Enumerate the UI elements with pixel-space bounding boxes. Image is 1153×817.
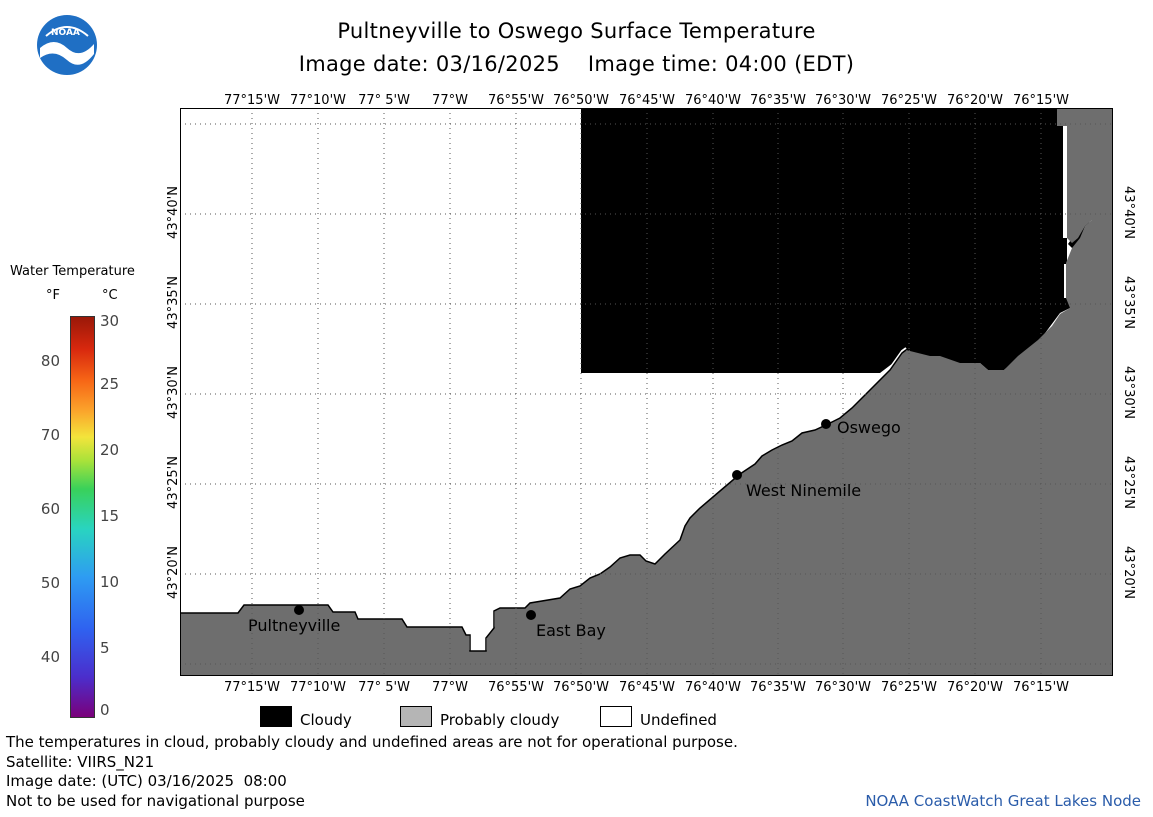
lon-label: 76°55'W [487, 680, 545, 695]
place-label-west-ninemile: West Ninemile [746, 481, 862, 500]
legend-swatch-cloudy [260, 706, 292, 727]
colorbar-tick-f: 40 [40, 648, 60, 666]
colorbar-tick-f: 80 [40, 352, 60, 370]
lon-label: 76°45'W [618, 93, 676, 108]
place-marker-west-ninemile [732, 470, 742, 480]
lon-label: 77° 5'W [358, 93, 410, 108]
colorbar-tick-c: 20 [100, 441, 120, 459]
lat-label: 43°35'N [1120, 276, 1136, 329]
lat-label: 43°40'N [165, 186, 181, 239]
lon-label: 76°15'W [1012, 680, 1070, 695]
lat-label: 43°25'N [1120, 456, 1136, 509]
lat-label: 43°25'N [165, 456, 181, 509]
lon-label: 77°10'W [289, 93, 347, 108]
page-title: Pultneyville to Oswego Surface Temperatu… [337, 19, 816, 43]
lon-label: 76°50'W [552, 680, 610, 695]
logo-text: NOAA [51, 28, 80, 38]
legend-label-undefined: Undefined [640, 711, 717, 729]
satellite-text: Satellite: VIIRS_N21 [6, 753, 155, 771]
lon-label: 76°55'W [487, 93, 545, 108]
credit-link[interactable]: NOAA CoastWatch Great Lakes Node [865, 792, 1141, 810]
lat-label: 43°40'N [1120, 186, 1136, 239]
unit-fahrenheit: °F [46, 288, 60, 303]
place-label-east-bay: East Bay [536, 621, 606, 640]
lon-label: 76°40'W [684, 93, 742, 108]
lon-label: 76°45'W [618, 680, 676, 695]
utc-date-text: Image date: (UTC) 03/16/2025 08:00 [6, 772, 287, 790]
legend-swatch-probably-cloudy [400, 706, 432, 727]
place-marker-east-bay [526, 610, 536, 620]
lat-label: 43°20'N [1120, 546, 1136, 599]
colorbar-tick-c: 15 [100, 507, 120, 525]
lon-label: 76°25'W [880, 93, 938, 108]
lon-label: 76°30'W [814, 93, 872, 108]
colorbar-tick-c: 25 [100, 375, 120, 393]
lat-label: 43°30'N [165, 366, 181, 419]
lon-label: 77°15'W [223, 93, 281, 108]
legend-swatch-undefined [600, 706, 632, 727]
land-area-ne [1057, 108, 1113, 243]
place-marker-oswego [821, 419, 831, 429]
surface-temperature-map[interactable]: Pultneyville East Bay West Ninemile Oswe… [180, 108, 1113, 676]
colorbar-tick-c: 0 [100, 701, 110, 719]
navigation-warning: Not to be used for navigational purpose [6, 792, 305, 810]
lon-label: 76°30'W [814, 680, 872, 695]
lat-label: 43°30'N [1120, 366, 1136, 419]
place-label-pultneyville: Pultneyville [248, 616, 341, 635]
place-label-oswego: Oswego [837, 418, 901, 437]
legend-label-probably-cloudy: Probably cloudy [440, 711, 560, 729]
lon-label: 77°15'W [223, 680, 281, 695]
lat-label: 43°20'N [165, 546, 181, 599]
colorbar-title: Water Temperature [10, 264, 135, 279]
colorbar-tick-f: 70 [40, 426, 60, 444]
disclaimer-text: The temperatures in cloud, probably clou… [6, 733, 738, 751]
colorbar-tick-c: 30 [100, 312, 120, 330]
colorbar-tick-f: 60 [40, 500, 60, 518]
lon-label: 76°35'W [749, 680, 807, 695]
noaa-logo-icon: NOAA [36, 14, 98, 76]
place-marker-pultneyville [294, 605, 304, 615]
colorbar-tick-f: 50 [40, 574, 60, 592]
lon-label: 76°20'W [946, 93, 1004, 108]
image-datetime: Image date: 03/16/2025 Image time: 04:00… [298, 52, 855, 76]
colorbar-tick-c: 5 [100, 639, 110, 657]
colorbar-tick-c: 10 [100, 573, 120, 591]
graticule [180, 108, 1113, 676]
shoreline [180, 347, 907, 650]
legend-label-cloudy: Cloudy [300, 711, 352, 729]
land-area [180, 220, 1113, 676]
lon-label: 76°20'W [946, 680, 1004, 695]
lon-label: 77°10'W [289, 680, 347, 695]
lon-label: 76°15'W [1012, 93, 1070, 108]
lon-label: 76°40'W [684, 680, 742, 695]
lon-label: 77°W [432, 680, 468, 695]
cloudy-region [581, 108, 1070, 373]
lon-label: 77° 5'W [358, 680, 410, 695]
shoreline [180, 349, 907, 652]
unit-celsius: °C [102, 288, 118, 303]
temperature-colorbar [70, 316, 95, 718]
lon-label: 76°50'W [552, 93, 610, 108]
lat-label: 43°35'N [165, 276, 181, 329]
lon-label: 77°W [432, 93, 468, 108]
lon-label: 76°25'W [880, 680, 938, 695]
lon-label: 76°35'W [749, 93, 807, 108]
